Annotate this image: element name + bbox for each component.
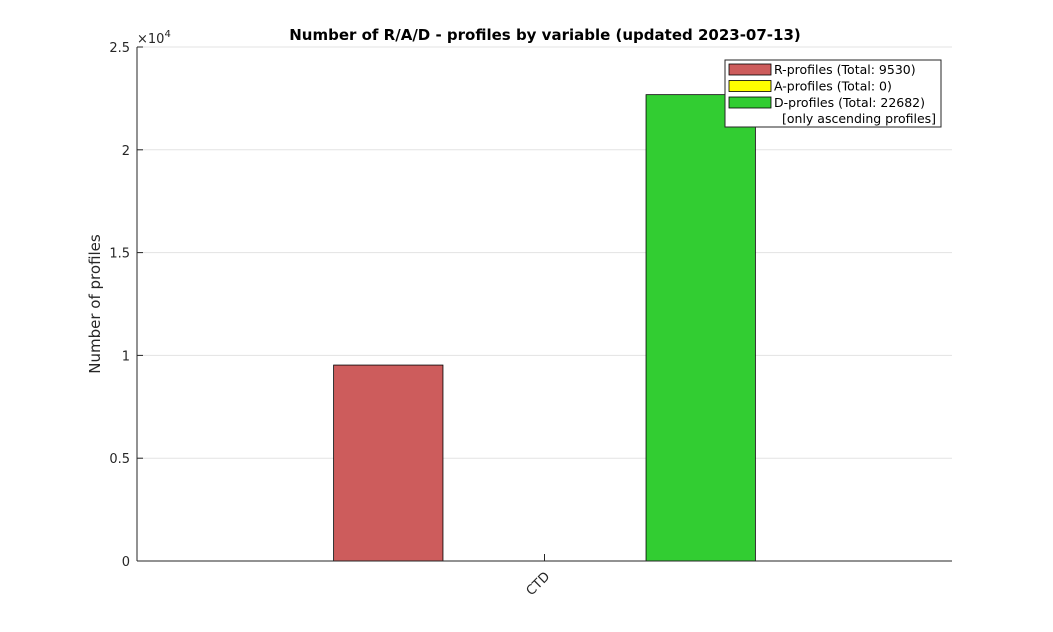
legend-label: D-profiles (Total: 22682) (774, 95, 925, 110)
bar-d-profiles (645, 94, 756, 562)
legend-note: [only ascending profiles] (782, 111, 936, 126)
y-tick-label: 0 (122, 555, 130, 570)
y-exponent-label: ×104 (137, 29, 171, 47)
y-tick-label: 1.5 (109, 247, 130, 262)
legend: R-profiles (Total: 9530) A-profiles (Tota… (724, 59, 942, 128)
gridlines (137, 46, 952, 459)
y-tick-label: 0.5 (109, 452, 130, 467)
legend-label: A-profiles (Total: 0) (774, 79, 892, 94)
bar-r-profiles (333, 364, 444, 562)
legend-items: R-profiles (Total: 9530) A-profiles (Tota… (728, 62, 925, 110)
legend-swatch (728, 63, 772, 76)
legend-label: R-profiles (Total: 9530) (774, 62, 916, 77)
y-ticks: 0 0.5 1 1.5 2 2.5 (109, 41, 143, 570)
y-exponent-power: 4 (164, 29, 170, 40)
chart-title: Number of R/A/D - profiles by variable (… (289, 26, 801, 44)
legend-swatch (728, 96, 772, 109)
bars-group (333, 94, 756, 562)
y-exponent-base: ×10 (137, 32, 164, 47)
y-tick-label: 2 (122, 144, 130, 159)
y-axis-label: Number of profiles (86, 234, 104, 374)
y-tick-label: 1 (122, 349, 130, 364)
y-tick-label: 2.5 (109, 41, 130, 56)
legend-swatch (728, 80, 772, 92)
